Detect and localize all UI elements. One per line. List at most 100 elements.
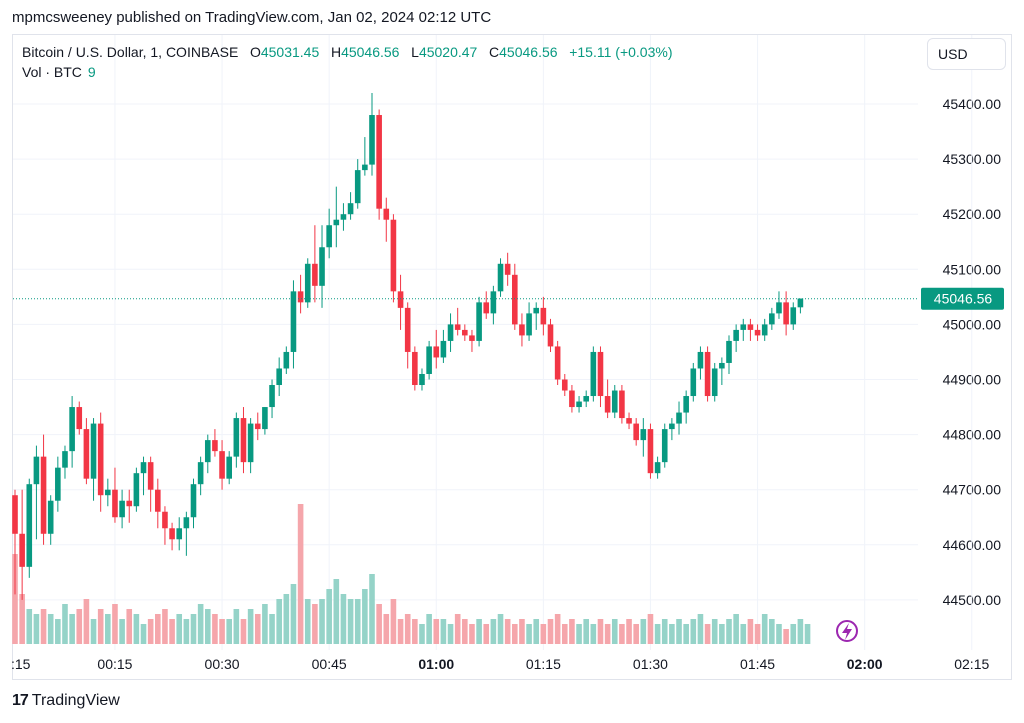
candle-body <box>169 528 175 540</box>
volume-bar <box>654 624 661 644</box>
candle-body <box>783 302 789 325</box>
volume-bar <box>454 614 461 644</box>
volume-bar <box>319 599 325 644</box>
volume-bar <box>697 614 704 644</box>
x-tick-label: :15 <box>11 656 31 672</box>
candle-body <box>462 329 468 336</box>
currency-button[interactable]: USD <box>927 38 1006 70</box>
candle-body <box>140 462 147 474</box>
volume-bar <box>290 584 297 644</box>
volume-bar <box>197 604 204 644</box>
volume-bar <box>383 614 390 644</box>
tradingview-logo-icon: 17 <box>12 692 29 709</box>
candle-body <box>83 429 90 479</box>
volume-bar <box>169 619 175 644</box>
candle-body <box>483 302 490 314</box>
candle-body <box>155 489 161 512</box>
volume-bar <box>611 619 618 644</box>
candle-body <box>654 462 661 474</box>
candle-body <box>226 456 232 479</box>
volume-bar <box>297 504 304 644</box>
candle-body <box>326 225 332 248</box>
candle-body <box>390 219 397 292</box>
volume-legend: Vol · BTC 9 <box>22 64 96 80</box>
volume-bar <box>390 599 397 644</box>
candle-body <box>190 484 197 518</box>
candle-body <box>661 429 668 463</box>
candle-body <box>697 351 704 369</box>
candle-body <box>669 423 675 430</box>
candle-body <box>619 390 625 419</box>
volume-bar <box>683 624 689 644</box>
candle-body <box>240 418 247 463</box>
volume-bar <box>540 624 547 644</box>
x-tick-label: 02:00 <box>847 656 883 672</box>
volume-value: 9 <box>87 64 96 80</box>
candle-body <box>604 396 611 413</box>
volume-bar <box>97 609 104 644</box>
candle-body <box>112 489 118 518</box>
volume-bar <box>126 609 133 644</box>
chart-frame <box>12 34 1012 680</box>
candle-body <box>497 263 504 292</box>
candle-body <box>283 351 290 369</box>
volume-bar <box>276 599 282 644</box>
last-price-label-bg <box>921 287 1004 310</box>
volume-bar <box>376 604 382 644</box>
candle-body <box>526 313 532 336</box>
candle-body <box>69 407 75 452</box>
x-tick-label: 00:15 <box>97 656 132 672</box>
volume-bar <box>647 614 654 644</box>
volume-bar <box>519 619 525 644</box>
volume-bar <box>62 604 68 644</box>
volume-bar <box>233 609 240 644</box>
candle-body <box>647 429 654 474</box>
volume-bar <box>433 619 440 644</box>
volume-bar <box>561 624 568 644</box>
volume-bar <box>333 579 340 644</box>
volume-bar <box>469 624 475 644</box>
candle-body <box>354 170 361 204</box>
candle-body <box>533 307 540 314</box>
candle-body <box>97 423 104 496</box>
volume-bar <box>162 609 168 644</box>
candle-body <box>726 340 732 363</box>
volume-bar <box>147 619 154 644</box>
volume-bar <box>583 619 589 644</box>
volume-bar <box>283 594 290 644</box>
candle-body <box>519 324 525 336</box>
volume-bar <box>504 619 511 644</box>
volume-bar <box>797 619 804 644</box>
candle-body <box>704 351 711 397</box>
candle-body <box>76 407 83 430</box>
volume-bar <box>476 619 482 644</box>
open-value: 45031.45 <box>260 44 320 60</box>
candle-body <box>719 362 725 369</box>
candle-body <box>512 274 518 325</box>
volume-bar <box>47 614 54 644</box>
candle-body <box>212 440 218 452</box>
candle-body <box>790 307 797 325</box>
x-tick-label: 00:45 <box>312 656 347 672</box>
candle-body <box>183 517 190 529</box>
tradingview-brand: 17 TradingView <box>12 692 120 710</box>
candle-body <box>740 324 747 330</box>
volume-bar <box>590 624 597 644</box>
candle-body <box>761 324 768 336</box>
candle-body <box>176 528 183 540</box>
volume-bar <box>362 589 368 644</box>
volume-bar <box>619 624 625 644</box>
volume-bar <box>547 619 554 644</box>
volume-bar <box>790 624 797 644</box>
candle-body <box>454 324 461 330</box>
candle-body <box>626 418 632 424</box>
candle-body <box>204 440 211 463</box>
candle-body <box>504 263 511 275</box>
x-tick-label: 01:30 <box>633 656 668 672</box>
volume-bar <box>526 624 532 644</box>
candle-body <box>683 396 689 413</box>
candle-body <box>547 324 554 347</box>
volume-bar <box>769 619 775 644</box>
volume-bar <box>604 624 611 644</box>
